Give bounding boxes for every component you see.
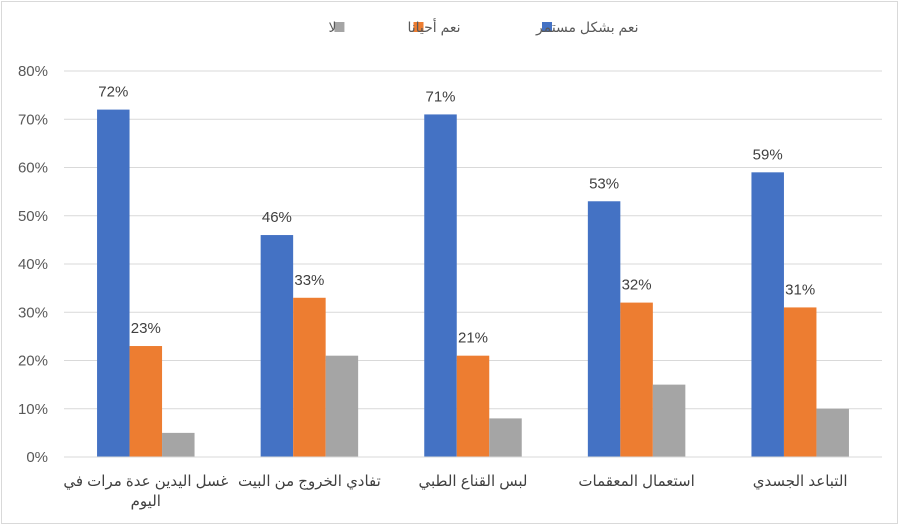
data-label: 71% <box>425 88 455 105</box>
bar <box>97 109 130 457</box>
data-label: 72% <box>98 84 128 101</box>
bar <box>751 172 784 457</box>
y-tick-label: 20% <box>18 353 48 370</box>
bar <box>260 235 294 457</box>
data-label: 46% <box>262 209 292 226</box>
bar <box>456 355 490 457</box>
legend-swatch <box>542 22 552 32</box>
y-tick-label: 30% <box>18 304 48 321</box>
y-tick-label: 10% <box>18 401 48 418</box>
data-label: 21% <box>458 330 488 347</box>
legend-swatch <box>334 22 345 32</box>
bar <box>129 346 163 457</box>
y-tick-label: 70% <box>18 111 48 128</box>
legend-label: نعم بشكل مستمر <box>535 19 639 36</box>
data-label: 32% <box>622 277 652 294</box>
y-tick-label: 60% <box>18 160 48 177</box>
bars <box>97 109 849 458</box>
data-label: 31% <box>785 281 815 298</box>
x-axis: غسل اليدين عدة مرات في اليوم تفادي الخروج … <box>63 456 882 510</box>
bar <box>587 201 621 457</box>
y-axis: 0% 10% 20% 30% 40% 50% 60% 70% 80% <box>18 63 48 466</box>
y-tick-label: 0% <box>26 449 48 466</box>
y-tick-label: 50% <box>18 208 48 225</box>
data-label: 53% <box>589 175 619 192</box>
legend-swatch <box>413 22 424 32</box>
y-tick-label: 80% <box>18 63 48 80</box>
x-tick-label: غسل اليدين عدة مرات في <box>63 473 228 491</box>
y-tick-label: 40% <box>18 256 48 273</box>
bar <box>816 408 849 457</box>
bar <box>783 307 817 457</box>
x-tick-label: استعمال المعقمات <box>578 473 694 490</box>
data-label: 33% <box>294 272 324 289</box>
legend: نعم بشكل مستمر نعم أحيانا لا <box>328 18 638 36</box>
bar <box>652 384 686 457</box>
legend-label: لا <box>328 19 336 35</box>
bar <box>325 355 359 457</box>
data-labels: 72% 23% 46% 33% 71% 21% 53% 32% 59% 31% <box>98 84 815 347</box>
x-tick-label: اليوم <box>131 493 161 510</box>
data-label: 23% <box>131 320 161 337</box>
bar <box>293 297 326 457</box>
data-label: 59% <box>753 146 783 163</box>
x-tick-label: لبس القناع الطبي <box>419 473 528 491</box>
x-tick-label: تفادي الخروج من البيت <box>238 473 381 491</box>
bar <box>620 302 653 457</box>
bar <box>162 432 195 457</box>
x-tick-label: التباعد الجسدي <box>753 473 848 491</box>
bar <box>424 114 457 458</box>
legend-label: نعم أحيانا <box>408 18 461 36</box>
bar <box>489 418 522 457</box>
